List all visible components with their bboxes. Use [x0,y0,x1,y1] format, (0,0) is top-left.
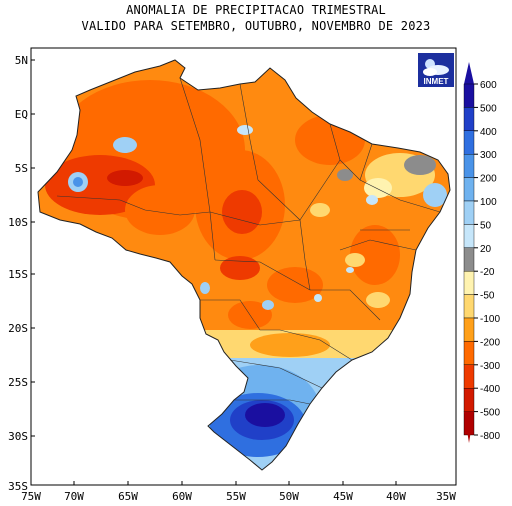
colorbar-label: 500 [480,103,497,114]
colorbar-label: -100 [480,314,500,325]
colorbar-segment [463,177,475,202]
lat-label: 35S [8,480,28,493]
colorbar-label: 50 [480,220,492,231]
longitude-axis: 75W 70W 65W 60W 55W 50W 45W 40W 35W [21,481,456,503]
lon-label: 70W [64,490,84,503]
colorbar-segment [463,364,475,389]
colorbar-label: 400 [480,127,497,138]
lat-label: 25S [8,376,28,389]
colorbar-label: 100 [480,197,497,208]
colorbar-label: -50 [480,291,495,302]
map-title-line2: VALIDO PARA SETEMBRO, OUTUBRO, NOVEMBRO … [81,19,431,33]
lon-label: 75W [21,490,41,503]
colorbar-label: -20 [480,267,495,278]
lon-label: 55W [226,490,246,503]
colorbar-segment [463,271,475,295]
colorbar-segment [463,341,475,365]
colorbar-label: -400 [480,384,500,395]
lat-label: EQ [15,108,28,121]
state-borders [56,77,441,405]
colorbar-segment [463,130,475,155]
logo-text: INMET [424,77,449,86]
colorbar-segment [463,247,475,272]
map-title-line1: ANOMALIA DE PRECIPITACAO TRIMESTRAL [126,3,386,17]
country-border [37,59,451,471]
lon-label: 40W [386,490,406,503]
lon-label: 35W [436,490,456,503]
colorbar-segment [463,200,475,225]
colorbar-top-arrow [464,62,474,84]
colorbar-segment [463,153,475,178]
colorbar-label: -800 [480,431,500,442]
colorbar-segment [463,388,475,412]
lon-label: 50W [279,490,299,503]
colorbar-segment [463,83,475,108]
colorbar-label: 300 [480,150,497,161]
colorbar-bottom-arrow [464,411,474,443]
colorbar-segment [463,294,475,319]
colorbar-label: -500 [480,408,500,419]
lat-label: 10S [8,216,28,229]
colorbar: 600 500 400 300 200 100 50 20 -20 -50 -100 -200 -300… [463,62,500,443]
colorbar-label: -300 [480,361,500,372]
latitude-axis: 5N EQ 5S 10S 15S 20S 25S 30S 35S [8,54,35,493]
colorbar-label: 20 [480,244,492,255]
colorbar-label: 600 [480,80,497,91]
lat-label: 30S [8,430,28,443]
lat-label: 5N [15,54,28,67]
colorbar-segment [463,224,475,248]
lat-label: 15S [8,268,28,281]
colorbar-segment [463,107,475,132]
lat-label: 20S [8,322,28,335]
colorbar-label: -200 [480,337,500,348]
colorbar-segment [463,317,475,342]
lon-label: 45W [333,490,353,503]
colorbar-label: 200 [480,174,497,185]
lon-label: 65W [118,490,138,503]
inmet-logo: INMET [418,53,454,87]
lat-label: 5S [15,162,28,175]
lon-label: 60W [172,490,192,503]
